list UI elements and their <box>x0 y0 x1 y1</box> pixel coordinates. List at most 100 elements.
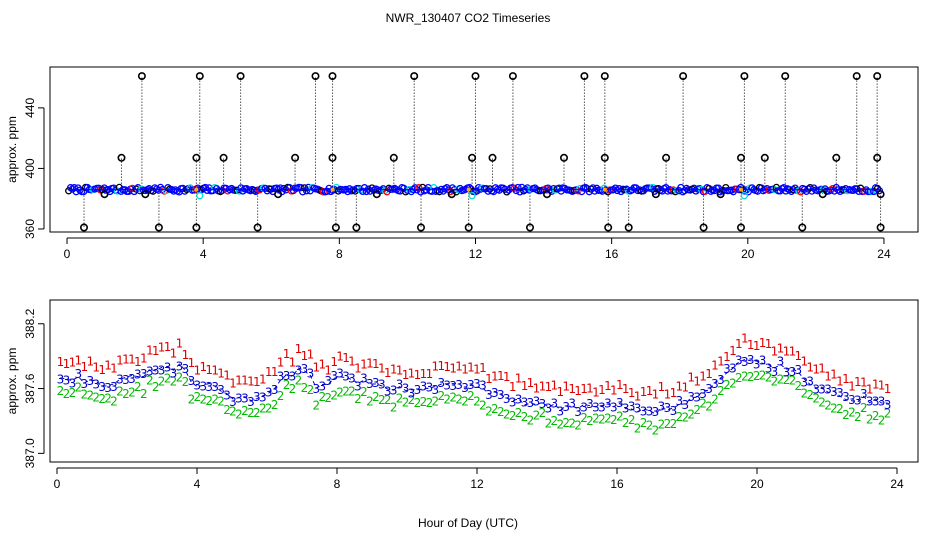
series-1-point: 1 <box>146 344 154 358</box>
outlier-point <box>331 223 340 232</box>
outlier-point <box>852 72 861 81</box>
series-3-point: 3 <box>92 378 100 392</box>
series-2-point: 2 <box>854 410 862 424</box>
series-2-point: 2 <box>455 393 463 407</box>
series-1-point: 1 <box>449 361 457 375</box>
series-3-point: 3 <box>170 367 178 381</box>
series-1-point: 1 <box>664 387 672 401</box>
series-1-point: 1 <box>598 383 606 397</box>
series-3-point: 3 <box>259 391 267 405</box>
y-axis-label: approx. ppm <box>5 116 19 183</box>
series-2-point: 2 <box>568 416 576 430</box>
series-1-point: 1 <box>164 340 172 354</box>
series-1-point: 1 <box>229 376 237 390</box>
series-2-point: 2 <box>223 403 231 417</box>
data-point <box>602 187 607 192</box>
series-1-point: 1 <box>199 360 207 374</box>
series-3-point: 3 <box>884 398 892 412</box>
series-1-point: 1 <box>550 378 558 392</box>
series-1-point: 1 <box>414 368 422 382</box>
series-3-point: 3 <box>402 382 410 396</box>
series-3-point: 3 <box>509 396 517 410</box>
series-2-point: 2 <box>550 414 558 428</box>
series-2-point: 2 <box>467 389 475 403</box>
series-3-point: 3 <box>176 359 184 373</box>
series-2-point: 2 <box>574 419 582 433</box>
x-tick-label: 16 <box>605 247 619 261</box>
series-2-point: 2 <box>360 385 368 399</box>
series-2-point: 2 <box>408 393 416 407</box>
outlier-point <box>291 153 300 162</box>
series-3-point: 3 <box>741 355 749 369</box>
series-1-point: 1 <box>408 367 416 381</box>
series-2-point: 2 <box>878 414 886 428</box>
series-2-point: 2 <box>735 371 743 385</box>
series-3-point: 3 <box>128 372 136 386</box>
series-2-point: 2 <box>182 375 190 389</box>
data-point <box>297 183 305 192</box>
data-point <box>662 183 670 192</box>
series-1-point: 1 <box>491 370 499 384</box>
series-2-point: 2 <box>747 370 755 384</box>
y-tick-label: 387.0 <box>23 438 37 468</box>
y-axis-label: approx. ppm <box>5 348 19 415</box>
series-1-point: 1 <box>860 375 868 389</box>
series-3-point: 3 <box>134 368 142 382</box>
x-tick-label: 16 <box>610 477 624 491</box>
series-1-point: 1 <box>92 361 100 375</box>
series-3-point: 3 <box>842 390 850 404</box>
series-2-point: 2 <box>211 392 219 406</box>
series-1-point: 1 <box>396 363 404 377</box>
outlier-point <box>311 72 320 81</box>
series-2-point: 2 <box>146 373 154 387</box>
series-1-point: 1 <box>878 379 886 393</box>
series-3-point: 3 <box>217 383 225 397</box>
series-1-point: 1 <box>301 349 309 363</box>
series-2-point: 2 <box>664 417 672 431</box>
series-1-point: 1 <box>188 356 196 370</box>
series-2-point: 2 <box>794 379 802 393</box>
series-2-point: 2 <box>842 408 850 422</box>
series-1-point: 1 <box>342 351 350 365</box>
outlier-point <box>508 72 517 81</box>
outlier-point <box>832 153 841 162</box>
series-3-point: 3 <box>241 392 249 406</box>
series-3-point: 3 <box>164 360 172 374</box>
series-1-point: 1 <box>533 382 541 396</box>
series-3-point: 3 <box>301 362 309 376</box>
series-1-point: 1 <box>717 355 725 369</box>
series-1-point: 1 <box>485 372 493 386</box>
series-1-point: 1 <box>217 367 225 381</box>
series-3-point: 3 <box>562 400 570 414</box>
series-3-point: 3 <box>235 392 243 406</box>
outlier-point <box>253 223 262 232</box>
series-2-point: 2 <box>253 406 261 420</box>
series-2-point: 2 <box>271 398 279 412</box>
series-1-point: 1 <box>116 353 124 367</box>
data-point <box>330 187 335 192</box>
series-3-point: 3 <box>193 379 201 393</box>
series-1-point: 1 <box>86 354 94 368</box>
series-3-point: 3 <box>521 396 529 410</box>
series-3-point: 3 <box>289 369 297 383</box>
series-3-point: 3 <box>747 353 755 367</box>
series-3-point: 3 <box>437 376 445 390</box>
series-1-point: 1 <box>884 382 892 396</box>
x-tick-label: 4 <box>194 477 201 491</box>
data-point <box>76 186 84 194</box>
series-1-point: 1 <box>265 365 273 379</box>
series-3-point: 3 <box>860 387 868 401</box>
series-1-point: 1 <box>74 354 82 368</box>
series-2-point: 2 <box>378 393 386 407</box>
series-3-point: 3 <box>830 385 838 399</box>
series-3-point: 3 <box>640 405 648 419</box>
series-1-point: 1 <box>711 359 719 373</box>
series-2-point: 2 <box>652 424 660 438</box>
series-3-point: 3 <box>223 389 231 403</box>
series-1-point: 1 <box>759 336 767 350</box>
series-3-point: 3 <box>271 383 279 397</box>
series-2-point: 2 <box>348 385 356 399</box>
series-3-point: 3 <box>312 382 320 396</box>
outlier-point <box>876 223 885 232</box>
